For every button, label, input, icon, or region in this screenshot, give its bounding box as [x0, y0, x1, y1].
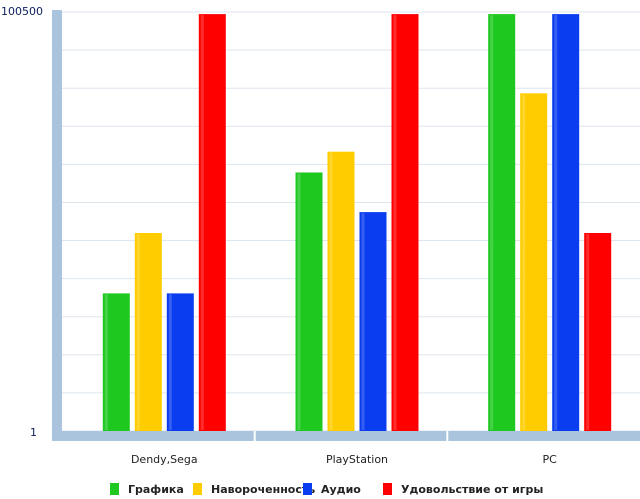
x-axis-separator [253, 431, 256, 441]
bar-highlight [393, 15, 397, 430]
x-axis-separators [253, 431, 449, 441]
bar-highlight [361, 213, 365, 430]
legend: Графика Навороченность Аудио Удовольствие о… [110, 483, 543, 496]
legend-label: Графика [128, 483, 184, 496]
legend-swatch [383, 483, 392, 495]
bar [584, 233, 612, 431]
legend-swatch [110, 483, 119, 495]
bar [134, 233, 162, 431]
bar [327, 151, 355, 431]
category-label: Dendy,Sega [131, 453, 198, 466]
bar [198, 14, 226, 431]
y-tick-label-top: 100500 [1, 5, 43, 18]
category-label: PlayStation [326, 453, 388, 466]
x-axis [52, 431, 640, 441]
bar [359, 212, 387, 431]
bars [102, 14, 612, 432]
legend-label: Аудио [321, 483, 361, 496]
bar [166, 293, 194, 431]
bar [488, 14, 516, 431]
bar-highlight [168, 294, 172, 430]
bar-highlight [329, 152, 333, 430]
bar-highlight [297, 173, 301, 430]
bar [391, 14, 419, 431]
category-label: PC [543, 453, 558, 466]
bar-highlight [554, 15, 558, 430]
y-axis [52, 10, 62, 440]
category-labels: Dendy,Sega PlayStation PC [131, 453, 557, 466]
bar-highlight [490, 15, 494, 430]
legend-swatch [193, 483, 202, 495]
bar-highlight [136, 234, 140, 430]
bar [552, 14, 580, 431]
bar-highlight [522, 94, 526, 431]
legend-swatch [303, 483, 312, 495]
x-axis-separator [446, 431, 449, 441]
bar [295, 172, 323, 431]
legend-label: Навороченность [211, 483, 315, 496]
bar-highlight [104, 294, 108, 430]
legend-label: Удовольствие от игры [401, 483, 543, 496]
bar-highlight [586, 234, 590, 430]
bar-highlight [200, 15, 204, 430]
bar [102, 293, 130, 431]
bar [520, 93, 548, 432]
y-tick-label-bottom: 1 [30, 426, 37, 439]
